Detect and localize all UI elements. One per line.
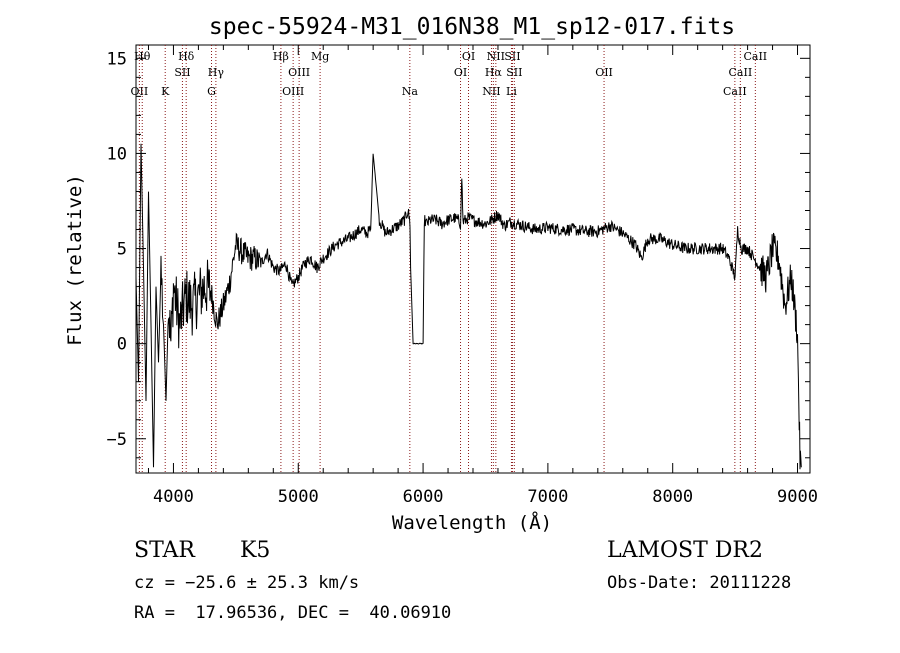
line-marker-label: OI	[462, 50, 475, 63]
coordinates-readout: RA = 17.96536, DEC = 40.06910	[134, 603, 452, 623]
y-tick-label: −5	[107, 430, 127, 450]
y-tick-label: 5	[117, 240, 127, 260]
line-marker-label: OIII	[288, 66, 310, 79]
spectrum-line	[136, 143, 802, 470]
line-marker-label: Hα	[485, 66, 503, 79]
observation-date: Obs-Date: 20111228	[607, 573, 792, 593]
line-marker-label: CaII	[729, 66, 753, 79]
y-tick-label: 0	[117, 335, 127, 355]
line-marker-label: SII	[504, 50, 520, 63]
object-class: STAR	[134, 538, 195, 563]
x-tick-label: 8000	[652, 487, 693, 507]
line-marker-label: Na	[402, 85, 419, 98]
line-marker-label: SII	[174, 66, 190, 79]
line-marker-label: Hβ	[273, 50, 289, 63]
line-marker-label: CaII	[723, 85, 747, 98]
line-marker-label: NII	[482, 85, 500, 98]
chart-title: spec-55924-M31_016N38_M1_sp12-017.fits	[209, 14, 735, 40]
line-marker-label: CaII	[743, 50, 767, 63]
line-marker-label: OII	[595, 66, 613, 79]
spectrum-series	[136, 143, 802, 470]
line-marker-label: Mg	[311, 50, 329, 63]
x-axis: 4000 5000 6000 7000 8000 9000	[147, 45, 818, 507]
y-axis: −5 0 5 10 15	[107, 49, 810, 459]
line-marker-label: NII	[487, 50, 505, 63]
line-marker-label: OII	[131, 85, 149, 98]
line-marker-label: SII	[506, 66, 522, 79]
line-marker-label: Hδ	[178, 50, 195, 63]
velocity-readout: cz = −25.6 ± 25.3 km/s	[134, 573, 360, 593]
object-subclass: K5	[240, 538, 271, 563]
x-tick-label: 9000	[777, 487, 818, 507]
y-tick-label: 15	[107, 49, 127, 69]
x-tick-label: 7000	[527, 487, 568, 507]
line-marker-label: Hθ	[134, 50, 151, 63]
y-tick-label: 10	[107, 144, 127, 164]
x-tick-label: 5000	[278, 487, 319, 507]
x-tick-label: 4000	[153, 487, 194, 507]
survey-name: LAMOST DR2	[607, 538, 763, 563]
line-marker-label: OIII	[282, 85, 304, 98]
line-marker-label: K	[161, 85, 170, 98]
line-marker-label: Hγ	[208, 66, 225, 79]
spectral-line-markers: OIIHθKSIIHδGHγHβOIIIOIIIMgNaOIOINIIHαNII…	[131, 45, 767, 473]
y-axis-label: Flux (relative)	[64, 174, 86, 346]
x-tick-label: 6000	[403, 487, 444, 507]
x-axis-label: Wavelength (Å)	[392, 511, 552, 534]
line-marker-label: OI	[454, 66, 467, 79]
line-marker-label: G	[207, 85, 216, 98]
line-marker-label: Li	[506, 85, 517, 98]
plot-frame	[135, 44, 811, 474]
